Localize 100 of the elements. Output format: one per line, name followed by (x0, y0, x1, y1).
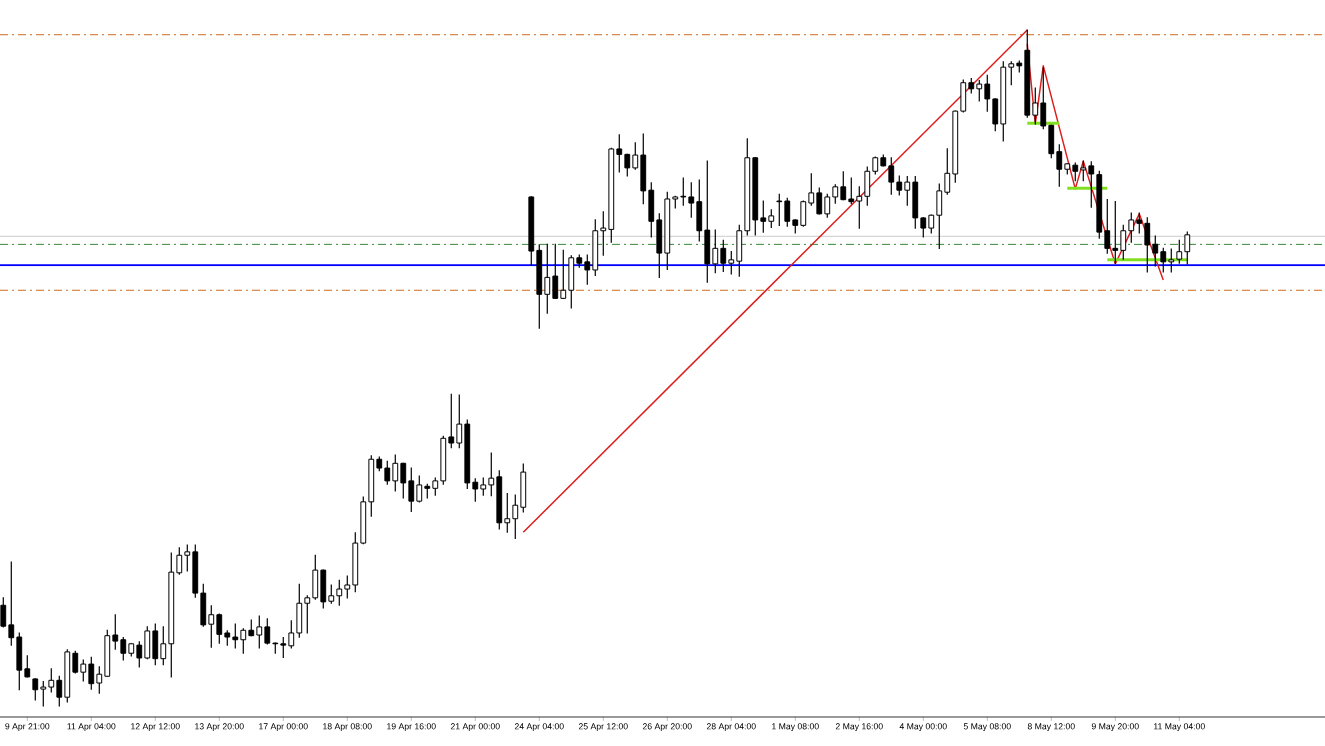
candlestick (560, 249, 567, 299)
candlestick (1184, 231, 1191, 265)
candlestick (72, 650, 79, 674)
candlestick (232, 623, 239, 649)
candlestick (304, 595, 311, 634)
candlestick (544, 243, 551, 314)
candlestick (256, 615, 263, 649)
x-tick-label: 5 May 08:00 (963, 723, 1011, 732)
candlestick (584, 254, 591, 285)
candlestick (1120, 224, 1127, 260)
candlestick (760, 200, 767, 233)
candlestick (1112, 201, 1119, 264)
candlestick (1032, 87, 1039, 125)
candlestick (240, 628, 247, 654)
candlestick (720, 239, 727, 272)
candlestick (176, 547, 183, 575)
candlestick (824, 193, 831, 218)
candlestick (416, 475, 423, 503)
x-tick-label: 19 Apr 16:00 (387, 723, 436, 732)
candlestick (408, 467, 415, 512)
x-tick-label: 12 Apr 12:00 (131, 723, 180, 732)
x-tick-label: 1 May 08:00 (772, 723, 819, 732)
candlestick (208, 605, 215, 648)
candlestick (384, 460, 391, 485)
candlestick (712, 229, 719, 274)
candlestick (80, 659, 87, 682)
x-tick-label: 11 Apr 04:00 (67, 723, 116, 732)
candlestick (1040, 67, 1047, 130)
candlestick (616, 134, 623, 173)
x-tick-label: 8 May 12:00 (1027, 723, 1075, 732)
candlestick (840, 171, 847, 201)
candlestick (488, 452, 495, 497)
x-tick-label: 25 Apr 12:00 (578, 723, 628, 732)
candlestick (288, 620, 295, 649)
x-tick-label: 11 May 04:00 (1154, 723, 1205, 732)
candlestick (1160, 247, 1167, 273)
candlestick (848, 177, 855, 205)
candlestick (8, 561, 15, 646)
candlestick (1056, 144, 1063, 187)
candlestick (832, 184, 839, 204)
candlestick (944, 148, 951, 195)
candlestick (32, 678, 39, 701)
candlestick (600, 211, 607, 256)
candlestick (816, 187, 823, 215)
candlestick (472, 478, 479, 502)
candlestick (120, 637, 127, 661)
candlestick (1104, 199, 1111, 254)
candlestick (160, 626, 167, 666)
candlestick (136, 641, 143, 668)
candlestick (800, 200, 807, 227)
candlestick (1008, 61, 1015, 86)
candlestick (1144, 217, 1151, 273)
candlestick (1168, 248, 1175, 273)
x-tick-label: 28 Apr 04:00 (706, 723, 756, 732)
x-tick-label: 21 Apr 00:00 (450, 723, 500, 732)
candlestick (888, 157, 895, 195)
candlestick (400, 462, 407, 499)
candlestick (904, 176, 911, 206)
candlestick (504, 493, 511, 533)
candlestick (328, 584, 335, 604)
x-tick-label: 4 May 00:00 (899, 723, 947, 732)
candlestick (976, 80, 983, 102)
candlestick (776, 193, 783, 226)
candlestick (24, 655, 31, 678)
candlestick (784, 197, 791, 227)
candlestick (552, 243, 559, 299)
x-tick-label: 2 May 16:00 (835, 723, 883, 732)
candlestick (624, 153, 631, 177)
candlestick (392, 454, 399, 492)
candlestick (632, 142, 639, 170)
candlestick (896, 175, 903, 196)
candlestick (1088, 161, 1095, 208)
candlestick (336, 579, 343, 606)
candlestick (48, 668, 55, 693)
candlestick (456, 394, 463, 449)
candlestick (344, 575, 351, 599)
candlestick (216, 613, 223, 644)
candlestick (96, 666, 103, 694)
candlestick (1128, 212, 1135, 243)
candlestick (184, 544, 191, 572)
x-tick-label: 9 Apr 21:00 (5, 723, 50, 732)
candlestick (112, 614, 119, 650)
candlestick (1176, 239, 1183, 264)
candlestick (728, 251, 735, 275)
candlestick (856, 186, 863, 229)
x-tick-label: 24 Apr 04:00 (514, 723, 564, 732)
candlestick (264, 618, 271, 645)
candlestick (1152, 235, 1159, 267)
candlestick (688, 182, 695, 218)
candlestick (0, 597, 7, 628)
candlestick (448, 393, 455, 449)
candlestick (680, 177, 687, 206)
candlestick (56, 675, 63, 707)
candlestick (1080, 160, 1087, 182)
x-tick-label: 9 May 20:00 (1091, 723, 1139, 732)
x-tick-label: 13 Apr 20:00 (195, 723, 244, 732)
x-tick-label: 17 Apr 00:00 (259, 723, 308, 732)
candlestick (808, 173, 815, 206)
candlestick (1136, 212, 1143, 234)
candlestick (920, 217, 927, 238)
